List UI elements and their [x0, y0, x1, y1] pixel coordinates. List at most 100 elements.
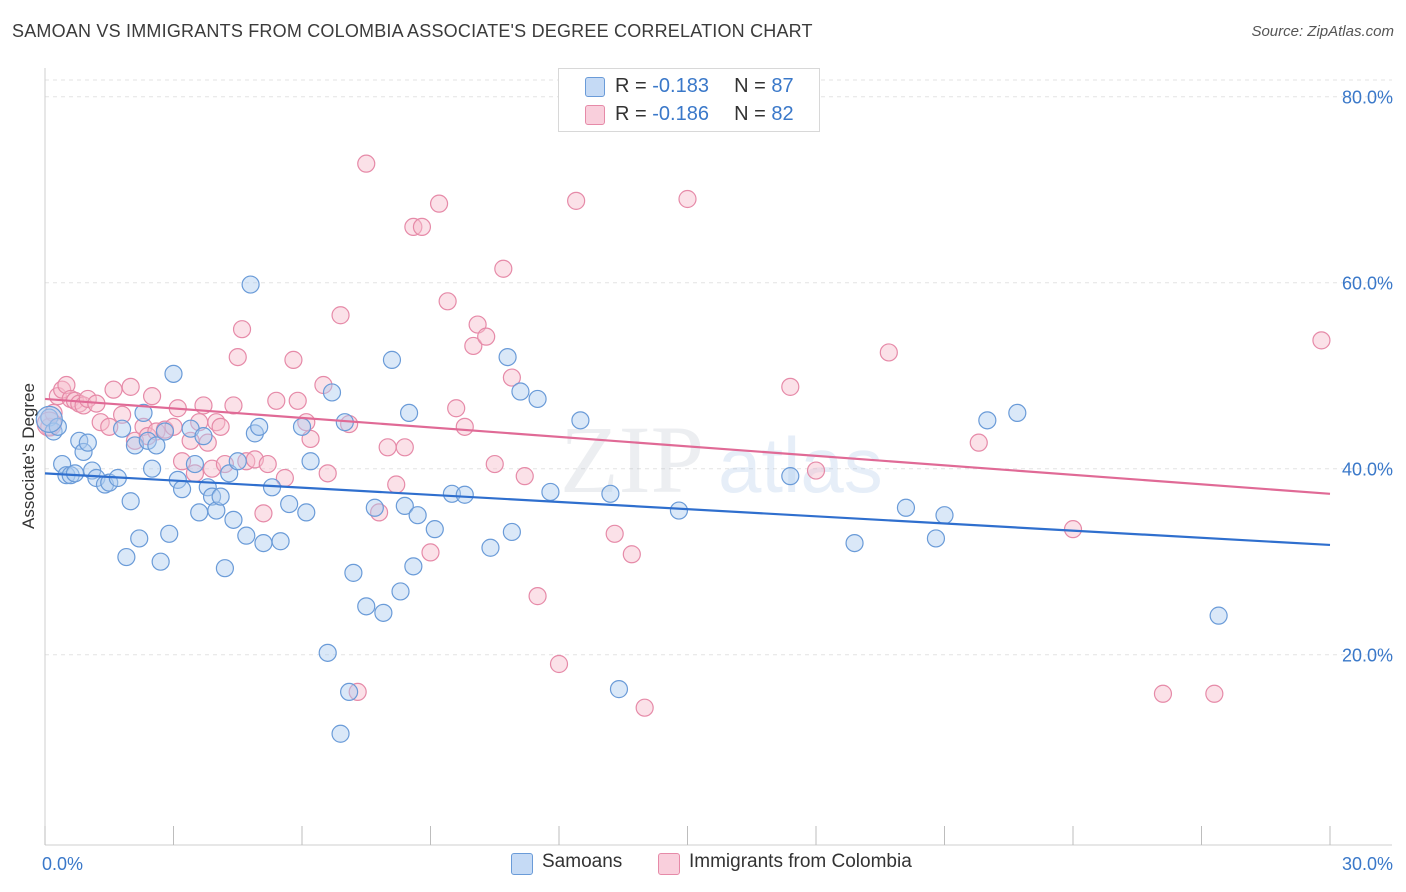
samoan-point: [211, 487, 230, 506]
samoan-point: [609, 680, 629, 699]
colombia-point: [969, 433, 988, 452]
y-tick-labels: 20.0% 40.0% 60.0% 80.0%: [1342, 88, 1393, 666]
samoan-point: [528, 389, 547, 409]
colombia-point: [254, 504, 273, 523]
colombia-legend-swatch: [658, 853, 680, 875]
samoan-point: [74, 442, 93, 462]
samoan-point: [382, 350, 402, 369]
samoan-point: [228, 452, 247, 471]
samoan-point: [301, 452, 320, 471]
watermark-atlas: atlas: [718, 421, 883, 509]
samoan-point: [250, 417, 269, 436]
samoan-point: [978, 411, 997, 430]
samoan-point: [185, 454, 205, 474]
colombia-point: [142, 387, 162, 406]
samoan-point: [155, 422, 175, 441]
colombia-point: [91, 413, 110, 432]
samoan-point: [254, 533, 273, 553]
samoan-point: [896, 498, 916, 517]
samoan-point: [374, 603, 393, 622]
colombia-point: [288, 391, 307, 410]
correlation-legend: R = -0.183 N = 87 R = -0.186 N = 82: [558, 68, 820, 132]
y-tick-label: 40.0%: [1342, 460, 1393, 480]
samoan-point: [121, 492, 140, 511]
samoan-point: [845, 533, 864, 553]
colombia-trend-line: [44, 397, 1331, 495]
samoan-point: [164, 364, 183, 383]
colombia-point: [1063, 520, 1083, 539]
colombia-swatch: [585, 105, 605, 125]
samoan-point: [194, 427, 213, 446]
samoan-point: [365, 498, 384, 517]
r-value: -0.186: [652, 103, 709, 125]
colombia-point: [211, 417, 230, 436]
samoan-point: [130, 529, 149, 548]
samoan-point: [498, 348, 517, 367]
colombia-point: [387, 475, 406, 494]
colombia-point: [232, 320, 252, 339]
colombia-point: [494, 259, 513, 278]
n-value: 82: [771, 103, 794, 125]
colombia-point: [228, 348, 247, 367]
watermark-zip: ZIP: [560, 406, 704, 513]
x-tick-label: 30.0%: [1342, 854, 1393, 874]
colombia-point: [267, 391, 286, 410]
colombia-point: [781, 377, 800, 396]
colombia-point: [1205, 684, 1224, 703]
samoan-point: [399, 403, 419, 422]
colombia-point: [121, 377, 140, 396]
samoan-point: [35, 405, 63, 434]
samoan-point: [172, 480, 192, 499]
samoan-point: [391, 582, 410, 601]
r-value: -0.183: [652, 75, 709, 97]
legend-row-colombia: R = -0.186 N = 82: [615, 103, 794, 126]
samoan-point: [1209, 606, 1228, 625]
samoan-point: [271, 532, 290, 551]
colombia-point: [528, 587, 547, 606]
n-label: N =: [734, 75, 766, 97]
colombia-point: [395, 438, 414, 457]
y-tick-label: 60.0%: [1342, 274, 1393, 294]
zipatlas-watermark: ZIP atlas: [560, 406, 883, 513]
samoan-point: [344, 563, 363, 582]
samoan-point: [669, 501, 689, 520]
samoan-point: [408, 506, 427, 525]
samoan-point: [237, 526, 256, 545]
colombia-point: [515, 467, 534, 486]
samoan-point: [1008, 403, 1027, 422]
colombia-point: [104, 380, 123, 399]
colombia-point: [412, 217, 432, 236]
samoans-legend-label: Samoans: [542, 851, 623, 872]
samoans-swatch: [585, 77, 605, 97]
colombia-legend-label: Immigrants from Colombia: [689, 851, 912, 872]
samoan-point: [112, 419, 132, 438]
x-tick-label: 0.0%: [42, 854, 83, 874]
colombia-point: [502, 368, 521, 387]
samoan-point: [926, 529, 946, 548]
samoan-point: [340, 682, 359, 702]
colombia-point: [464, 336, 483, 356]
n-value: 87: [771, 75, 794, 97]
x-tick-labels: 0.0% 30.0%: [42, 854, 1393, 874]
colombia-point: [438, 292, 457, 311]
samoan-point: [481, 538, 500, 557]
legend-row-samoans: R = -0.183 N = 87: [615, 75, 794, 98]
samoan-point: [100, 473, 119, 492]
chart-title: SAMOAN VS IMMIGRANTS FROM COLOMBIA ASSOC…: [12, 21, 813, 41]
samoan-point: [318, 643, 337, 662]
colombia-point: [318, 464, 337, 483]
colombia-point: [605, 524, 624, 543]
samoan-point: [357, 597, 376, 616]
colombia-point: [485, 454, 504, 474]
colombia-point: [447, 399, 466, 418]
y-axis-title: Associate's Degree: [19, 383, 38, 529]
samoan-point: [134, 403, 153, 422]
samoan-point: [78, 433, 97, 452]
samoan-point: [425, 520, 444, 539]
samoan-point: [224, 510, 243, 529]
colombia-point: [112, 405, 132, 424]
colombia-point: [1153, 684, 1173, 703]
colombia-point: [378, 438, 397, 457]
samoan-point: [190, 503, 209, 522]
